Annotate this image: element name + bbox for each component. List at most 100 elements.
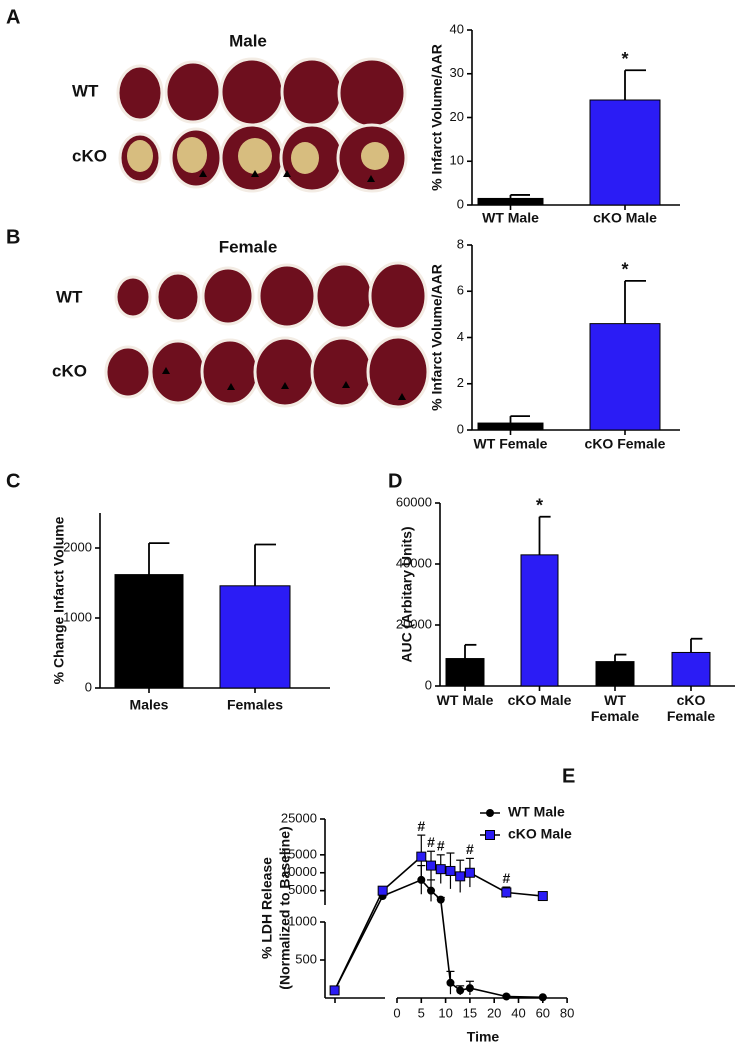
panel-label: C	[6, 470, 20, 492]
legend-marker	[486, 809, 494, 817]
y-tick-label: 10000	[281, 864, 317, 879]
y-tick-label: 30	[450, 65, 464, 80]
x-tick-label-box: WT Female	[590, 692, 640, 724]
point	[465, 984, 474, 993]
x-axis-title: Time	[467, 1029, 500, 1045]
x-tick-label-box: cKO Female	[666, 692, 716, 724]
point	[445, 865, 456, 876]
bar	[445, 658, 485, 687]
y-tick-label: 20	[450, 109, 464, 124]
point	[435, 864, 446, 875]
y-tick-label: 5000	[288, 882, 317, 897]
x-tick-label: cKO Male	[507, 692, 572, 708]
y-axis-title: % Change Infarct Volume	[51, 516, 67, 684]
row-label: cKO	[72, 146, 107, 165]
y-tick-label: 25000	[281, 810, 317, 825]
x-tick-label: 5	[418, 1005, 425, 1020]
x-tick-label: cKO Female	[585, 436, 666, 452]
series-line	[333, 855, 543, 991]
x-tick-label: 60	[536, 1005, 550, 1020]
legend-label: WT Male	[508, 804, 565, 820]
y-tick-label: 0	[457, 196, 464, 211]
x-tick-label: 80	[560, 1005, 574, 1020]
y-tick-label: 8	[457, 236, 464, 251]
point	[456, 986, 465, 995]
point	[537, 891, 548, 902]
x-tick-label: WT Male	[436, 692, 494, 708]
legend-marker	[485, 830, 495, 840]
x-tick-label: WT Male	[482, 210, 539, 226]
point	[329, 985, 340, 996]
y-tick-label: 0	[85, 679, 92, 694]
x-tick-label: 20	[487, 1005, 501, 1020]
y-axis-title: AUC (Arbitary Units)	[399, 526, 415, 662]
row-label: cKO	[52, 361, 87, 380]
point	[417, 875, 426, 884]
row-label: WT	[72, 81, 99, 100]
y-tick-label: 15000	[281, 846, 317, 861]
x-tick-label: Females	[227, 697, 283, 713]
y-tick-label: 0	[425, 677, 432, 692]
y-tick-label: 10	[450, 153, 464, 168]
point	[436, 895, 445, 904]
photos-b	[104, 261, 430, 409]
infarct-a	[127, 137, 389, 174]
series-line	[333, 878, 543, 999]
y-tick-label: 6	[457, 283, 464, 298]
significance: *	[621, 260, 628, 280]
y-tick-label: 1000	[63, 609, 92, 624]
row-label: WT	[56, 287, 83, 306]
infarct-arrows	[162, 170, 406, 400]
y-axis-title: % LDH Release	[259, 857, 275, 959]
x-tick-label-box: WT Male	[436, 692, 494, 708]
x-tick-label: Males	[130, 697, 169, 713]
y-tick-label: 40000	[396, 555, 432, 570]
photo-title: Male	[229, 31, 267, 50]
panel-label: D	[388, 470, 402, 492]
annotation: #	[427, 834, 435, 850]
point	[501, 887, 512, 898]
x-tick-label: WT Female	[474, 436, 548, 452]
annotation: #	[502, 870, 510, 886]
bar	[589, 99, 661, 206]
point	[502, 992, 511, 1001]
bar	[477, 422, 544, 431]
x-tick-label: 40	[511, 1005, 525, 1020]
bar	[520, 554, 559, 687]
legend-label: cKO Male	[508, 826, 572, 842]
x-tick-label-box: cKO Male	[507, 692, 572, 708]
annotation: #	[437, 838, 445, 854]
annotation: #	[466, 841, 474, 857]
panel-label: E	[562, 765, 575, 787]
point	[446, 978, 455, 987]
y-tick-label: 20000	[396, 616, 432, 631]
y-tick-label: 40	[450, 21, 464, 36]
y-tick-label: 1000	[288, 913, 317, 928]
photos-a	[116, 57, 408, 193]
point	[426, 860, 437, 871]
x-tick-label: 10	[438, 1005, 452, 1020]
bar	[671, 651, 711, 687]
point	[427, 886, 436, 895]
panel-label: A	[6, 6, 20, 28]
bar	[595, 661, 635, 687]
x-tick-label: 15	[463, 1005, 477, 1020]
y-tick-label: 60000	[396, 494, 432, 509]
bar	[114, 574, 184, 689]
significance: *	[621, 49, 628, 69]
x-tick-label: cKO Male	[593, 210, 657, 226]
y-axis-title: % Infarct Volume/AAR	[429, 44, 445, 191]
point	[464, 867, 475, 878]
y-tick-label: 4	[457, 329, 464, 344]
y-tick-label: 0	[457, 421, 464, 436]
y-axis-title: (Normalized to Baseline)	[277, 826, 293, 989]
x-tick-label: 0	[393, 1005, 400, 1020]
x-tick-label: WT Female	[590, 692, 640, 724]
bar	[219, 585, 291, 689]
point	[538, 993, 547, 1002]
bar	[589, 323, 661, 431]
significance: *	[536, 495, 543, 515]
x-tick-label: cKO Female	[666, 692, 716, 724]
